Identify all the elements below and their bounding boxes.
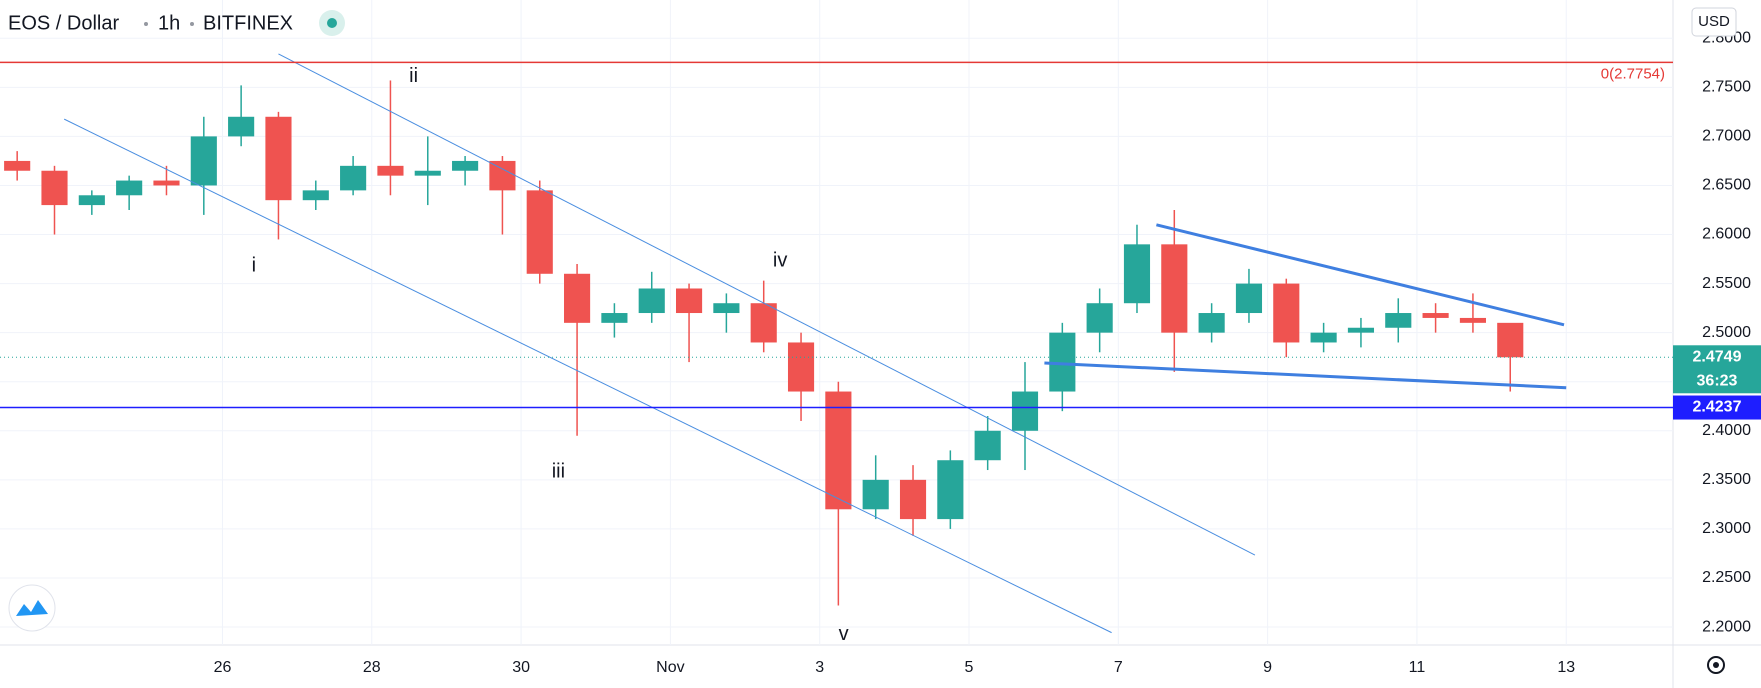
settings[interactable] [1707,656,1725,674]
price-line-label: 0(2.7754) [1601,65,1665,82]
candle-body [526,190,553,274]
countdown: 36:23 [1697,373,1738,390]
candle-body [638,288,665,314]
price-line-tag [1673,395,1761,420]
logo-mark[interactable] [16,600,48,616]
candle-body [1310,332,1337,343]
candle-body [452,160,479,171]
wave-label: iv [773,249,787,271]
y-tick-label: 2.6500 [1702,177,1751,194]
wave-label: iii [552,460,565,482]
candle-body [713,303,740,314]
x-tick-label: 13 [1557,659,1575,676]
y-tick-label: 2.4000 [1702,422,1751,439]
y-tick-label: 2.3500 [1702,471,1751,488]
x-tick-label: 7 [1114,659,1123,676]
price-line-tag-label: 2.4237 [1693,399,1742,416]
header: EOS / Dollar 1h BITFINEX [8,10,345,36]
separator [190,22,194,26]
separator [144,22,148,26]
candle-body [1198,313,1225,333]
x-tick-label: 5 [965,659,974,676]
y-tick-label: 2.2000 [1702,618,1751,635]
y-tick-label: 2.5000 [1702,324,1751,341]
trendline [1156,223,1565,327]
candle-body [750,303,777,343]
x-tick-label: 11 [1409,659,1426,676]
wave-label: v [839,623,849,645]
candle-body [1497,322,1524,358]
y-tick-label: 2.5500 [1702,275,1751,292]
candle-body [899,479,927,520]
candle-body [4,160,31,171]
status-dot [327,18,337,28]
candle-body [1011,391,1039,431]
y-tick-label: 2.7500 [1702,79,1751,96]
candle-body [1086,303,1113,333]
candle-body [1235,283,1263,314]
candle-body [228,116,255,137]
last-price-label: 2.4749 [1693,349,1742,366]
y-tick-label: 2.3000 [1702,520,1751,537]
candle-body [862,479,889,510]
candle-body [1273,283,1300,343]
settings-icon[interactable] [1707,656,1725,674]
candle-body [340,165,367,191]
axes: 2.20002.25002.30002.35002.40002.45002.50… [214,29,1761,676]
candle-body [974,430,1001,461]
candle-body [1123,244,1151,304]
wave-label: ii [409,65,418,87]
candle-body [1347,327,1375,333]
y-tick-label: 2.7000 [1702,128,1751,145]
candle-body [1459,317,1486,323]
interval: 1h [158,12,180,34]
currency-label[interactable]: USD [1698,13,1730,30]
candle-body [265,116,292,201]
candle-body [1385,313,1412,328]
candle-body [937,460,964,520]
candle-body [564,273,591,323]
candle-body [825,391,852,510]
settings-icon-core[interactable] [1713,662,1719,668]
wave-label: i [252,255,256,277]
x-tick-label: 30 [512,659,530,676]
candle-body [489,160,516,191]
logo-ring[interactable] [8,584,56,632]
candle-body [787,342,815,392]
candle-body [302,190,329,201]
x-tick-label: 9 [1263,659,1272,676]
exchange: BITFINEX [203,12,293,34]
last-price-tag [1673,345,1761,394]
x-tick-label: Nov [656,659,684,676]
x-tick-label: 28 [363,659,381,676]
candle-body [675,288,703,314]
currency-box[interactable] [1691,7,1737,37]
candle-body [1161,244,1188,333]
candle-body [116,180,143,196]
candle-body [190,136,217,186]
logo[interactable] [8,584,56,632]
trendline [1044,361,1567,390]
trendline [63,118,1112,634]
x-tick-label: 3 [815,659,824,676]
candle-body [601,313,628,323]
candle-body [153,180,180,186]
x-tick-label: 26 [214,659,232,676]
candle-body [41,170,68,206]
candle-body [377,165,404,176]
candle-body [414,170,441,176]
y-tick-label: 2.2500 [1702,569,1751,586]
trendline [278,53,1256,556]
symbol-title: EOS / Dollar [8,12,119,34]
y-tick-label: 2.6000 [1702,226,1751,243]
candle-body [78,195,105,206]
currency-button[interactable]: USD [1691,7,1737,37]
candle-body [1422,313,1449,318]
